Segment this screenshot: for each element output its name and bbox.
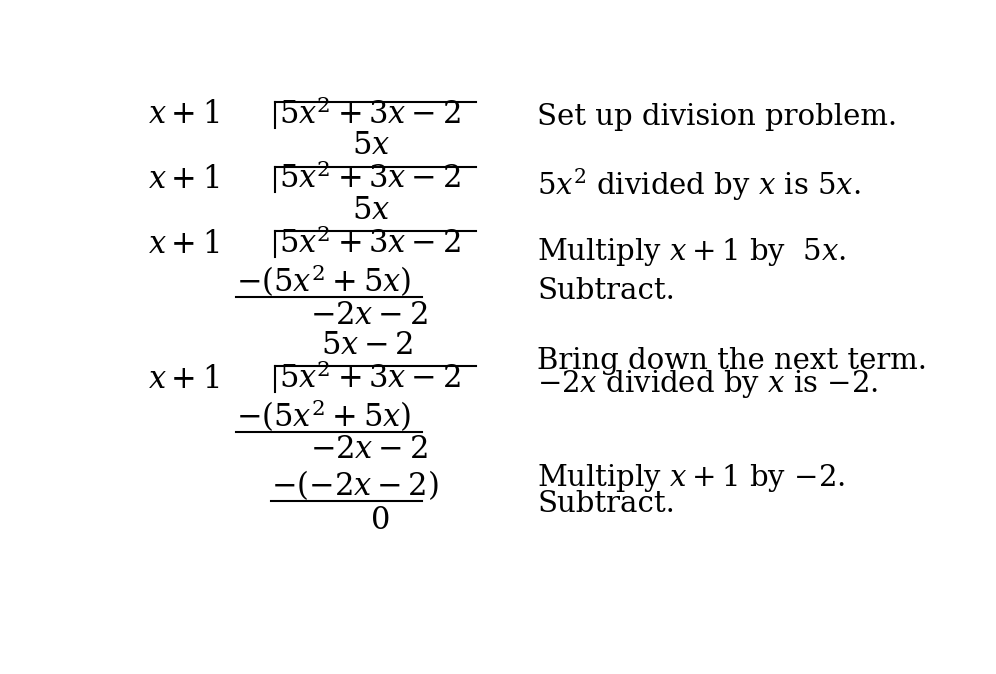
Text: $5x^2$ divided by $x$ is $5x$.: $5x^2$ divided by $x$ is $5x$.: [538, 166, 862, 203]
Text: $x + 1$: $x + 1$: [147, 164, 219, 195]
Text: $x + 1$: $x + 1$: [147, 364, 219, 395]
Text: $-2x$ divided by $x$ is $-2$.: $-2x$ divided by $x$ is $-2$.: [538, 369, 878, 400]
Text: $0$: $0$: [370, 506, 389, 537]
Text: $5x^2 + 3x - 2$: $5x^2 + 3x - 2$: [279, 164, 461, 195]
Text: Multiply $x + 1$ by $-2$.: Multiply $x + 1$ by $-2$.: [538, 462, 846, 494]
Text: $-(-2x - 2)$: $-(-2x - 2)$: [271, 468, 439, 501]
Text: $5x^2 + 3x - 2$: $5x^2 + 3x - 2$: [279, 98, 461, 131]
Text: Bring down the next term.: Bring down the next term.: [538, 347, 927, 375]
Text: $-(5x^2 + 5x)$: $-(5x^2 + 5x)$: [236, 262, 411, 299]
Text: $x + 1$: $x + 1$: [147, 229, 219, 260]
Text: $5x^2 + 3x - 2$: $5x^2 + 3x - 2$: [279, 363, 461, 395]
Text: $-2x - 2$: $-2x - 2$: [310, 300, 427, 331]
Text: $5x - 2$: $5x - 2$: [322, 330, 413, 361]
Text: $5x$: $5x$: [353, 195, 390, 226]
Text: Subtract.: Subtract.: [538, 277, 675, 305]
Text: $x + 1$: $x + 1$: [147, 99, 219, 130]
Text: $-(5x^2 + 5x)$: $-(5x^2 + 5x)$: [236, 397, 411, 434]
Text: Set up division problem.: Set up division problem.: [538, 103, 897, 131]
Text: $5x^2 + 3x - 2$: $5x^2 + 3x - 2$: [279, 228, 461, 260]
Text: Subtract.: Subtract.: [538, 490, 675, 518]
Text: $5x$: $5x$: [353, 130, 390, 161]
Text: $-2x - 2$: $-2x - 2$: [310, 434, 427, 465]
Text: Multiply $x + 1$ by  $5x$.: Multiply $x + 1$ by $5x$.: [538, 236, 847, 268]
